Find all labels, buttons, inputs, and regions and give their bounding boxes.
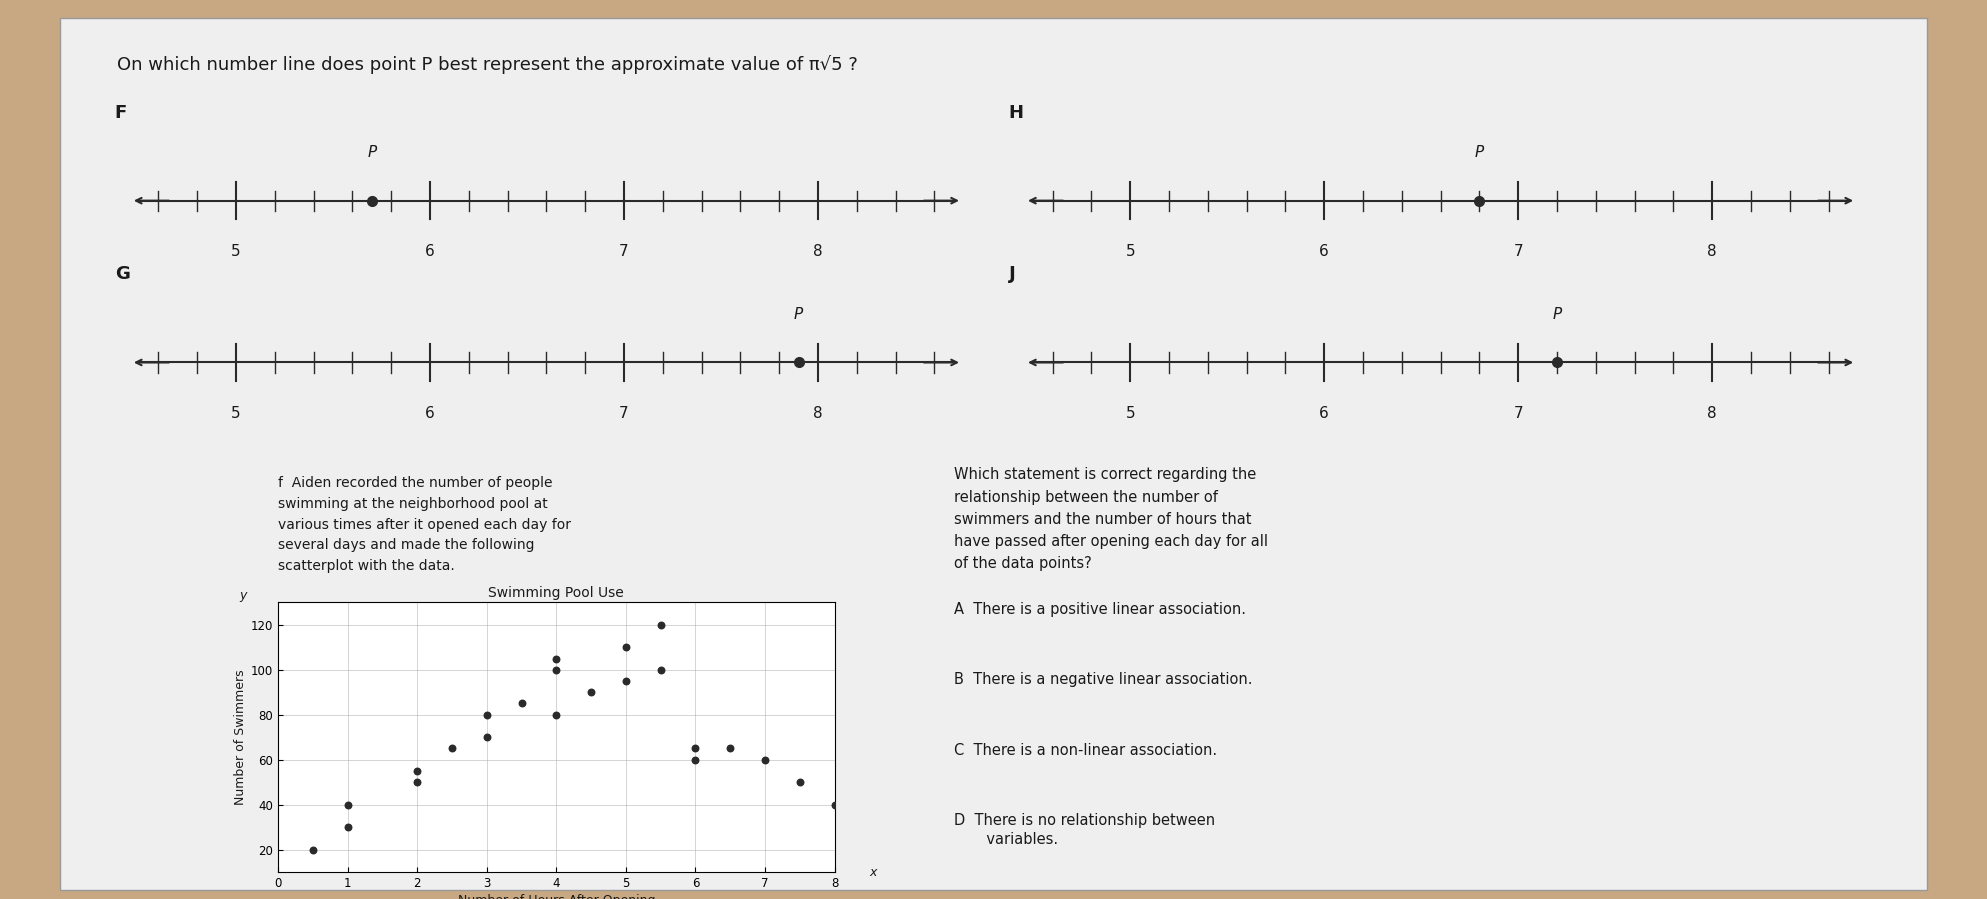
Point [471,708,503,722]
Point [540,651,572,665]
Text: 6: 6 [425,405,435,421]
Text: D  There is no relationship between
       variables.: D There is no relationship between varia… [954,813,1214,848]
Text: 8: 8 [813,244,823,259]
Text: 5: 5 [230,405,240,421]
Text: 6: 6 [425,244,435,259]
Text: P: P [1552,307,1562,322]
Text: f  Aiden recorded the number of people
swimming at the neighborhood pool at
vari: f Aiden recorded the number of people sw… [278,476,570,573]
Text: P: P [795,307,803,322]
Text: 6: 6 [1319,405,1329,421]
Point [610,674,642,689]
Text: 8: 8 [1707,244,1717,259]
Point [715,741,747,755]
Text: P: P [368,146,376,160]
Point [749,752,781,767]
Text: 7: 7 [620,244,628,259]
Text: C  There is a non-linear association.: C There is a non-linear association. [954,743,1216,758]
Text: A  There is a positive linear association.: A There is a positive linear association… [954,602,1246,618]
Text: 7: 7 [1514,244,1522,259]
Text: 8: 8 [1707,405,1717,421]
Point [298,842,330,857]
Text: B  There is a negative linear association.: B There is a negative linear association… [954,672,1252,688]
Text: 7: 7 [1514,405,1522,421]
Text: On which number line does point P best represent the approximate value of π√5 ?: On which number line does point P best r… [117,56,858,74]
Point [401,764,433,779]
Text: 5: 5 [1125,244,1135,259]
Text: H: H [1009,103,1023,121]
Point [785,775,817,789]
Point [507,696,538,710]
Point [644,618,676,632]
Text: 7: 7 [620,405,628,421]
Point [680,752,711,767]
X-axis label: Number of Hours After Opening: Number of Hours After Opening [457,895,656,899]
Y-axis label: Number of Swimmers: Number of Swimmers [234,670,246,805]
Text: G: G [115,265,129,283]
Point [540,708,572,722]
Text: y: y [240,590,246,602]
Text: 6: 6 [1319,244,1329,259]
Title: Swimming Pool Use: Swimming Pool Use [489,586,624,600]
Point [819,797,850,812]
Point [540,663,572,677]
Point [401,775,433,789]
Text: 5: 5 [1125,405,1135,421]
Point [437,741,469,755]
Text: P: P [1474,146,1484,160]
Text: Which statement is correct regarding the
relationship between the number of
swim: Which statement is correct regarding the… [954,467,1268,571]
Point [680,741,711,755]
Point [576,685,608,699]
Text: J: J [1009,265,1015,283]
Point [644,663,676,677]
Point [332,820,364,834]
Text: F: F [115,103,127,121]
Point [610,640,642,654]
Text: x: x [870,866,876,878]
Text: 5: 5 [230,244,240,259]
Point [471,730,503,744]
Text: 8: 8 [813,405,823,421]
Point [332,797,364,812]
